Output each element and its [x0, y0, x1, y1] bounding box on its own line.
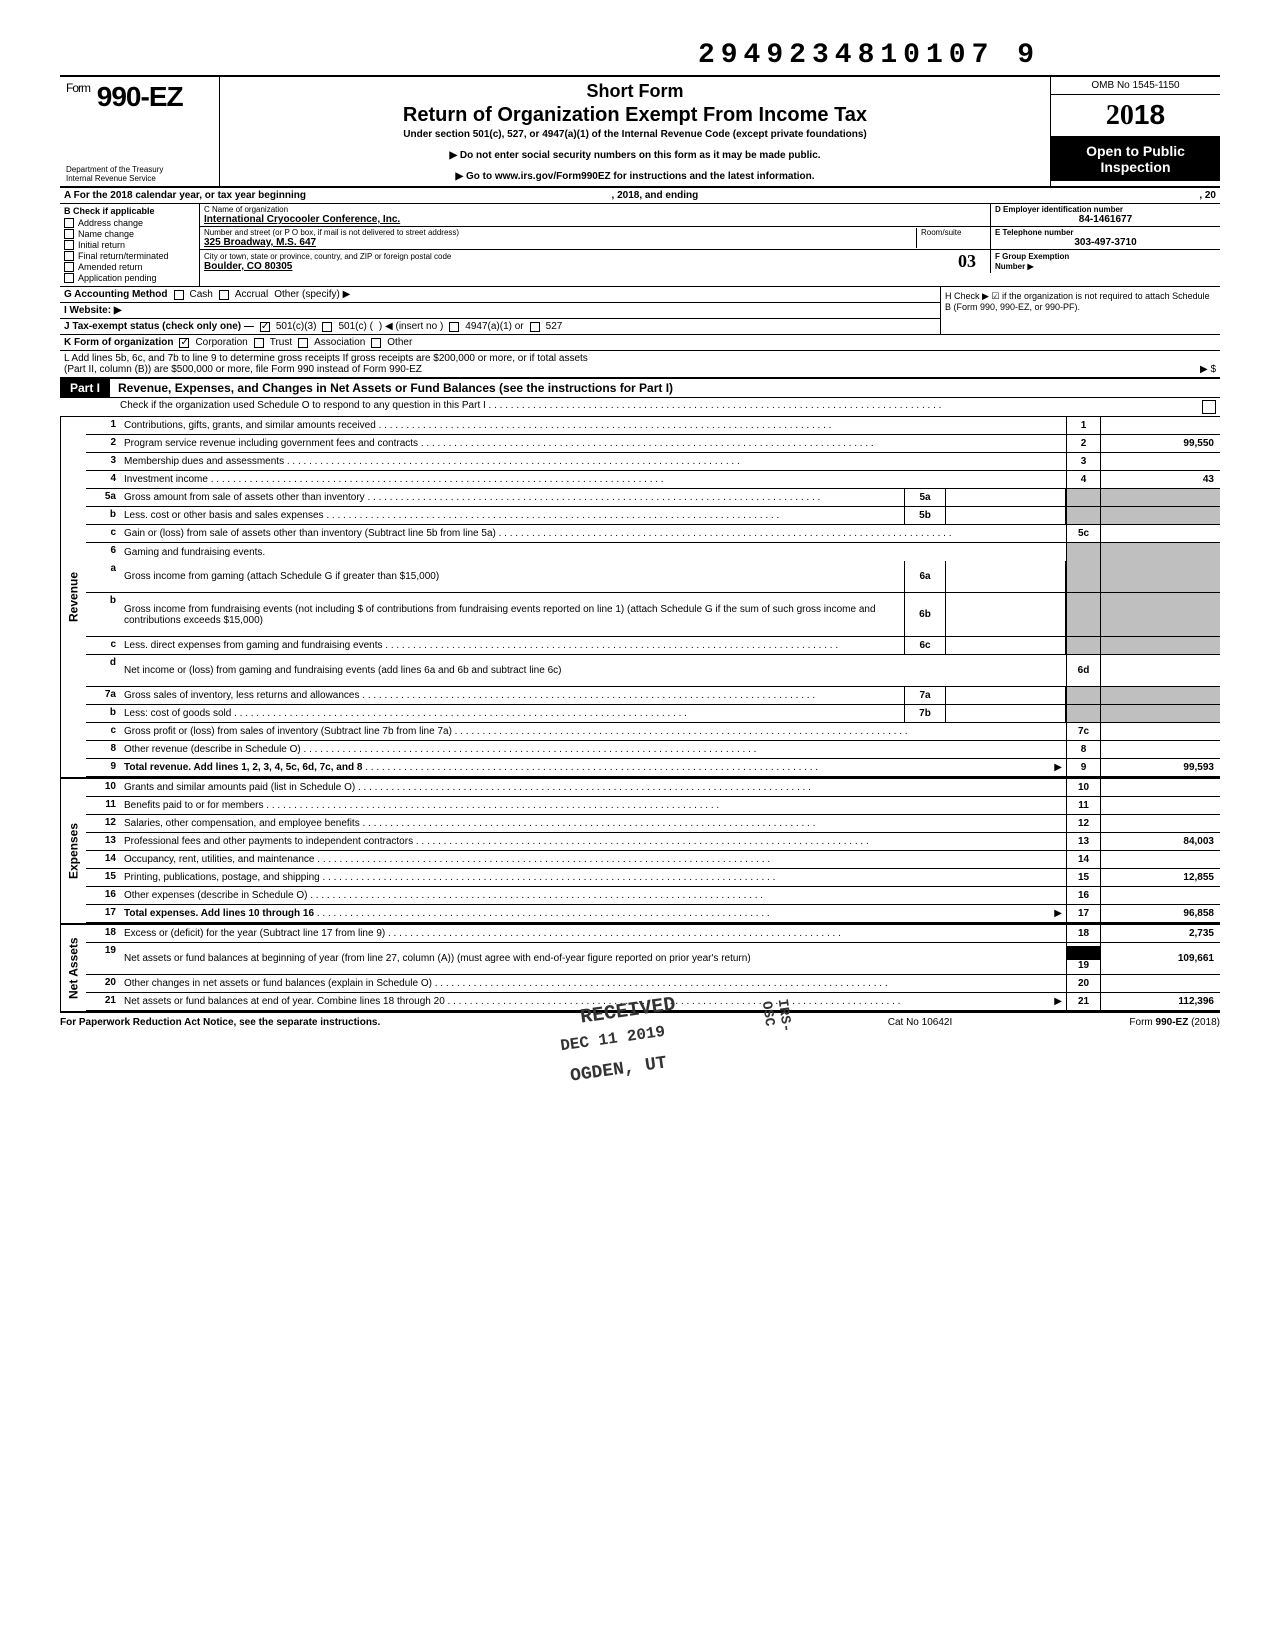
under-section: Under section 501(c), 527, or 4947(a)(1)…: [228, 129, 1042, 140]
col-c: C Name of organization International Cry…: [200, 204, 1220, 286]
phone: 303-497-3710: [995, 237, 1216, 248]
part1-header: Part I Revenue, Expenses, and Changes in…: [60, 379, 1220, 398]
form-left: Form 990-EZ Department of the Treasury I…: [60, 77, 220, 186]
ssn-warning: ▶ Do not enter social security numbers o…: [228, 150, 1042, 161]
dln-number: 2949234810107 9: [60, 40, 1220, 71]
revenue-section: Revenue 1Contributions, gifts, grants, a…: [60, 417, 1220, 779]
chk-name[interactable]: Name change: [64, 229, 195, 239]
row-a: A For the 2018 calendar year, or tax yea…: [60, 188, 1220, 204]
form-number: Form 990-EZ: [66, 81, 183, 112]
form-right: OMB No 1545-1150 2018 Open to Public Ins…: [1050, 77, 1220, 186]
chk-501c3[interactable]: [260, 322, 270, 332]
chk-527[interactable]: [530, 322, 540, 332]
chk-other-org[interactable]: [371, 338, 381, 348]
block-bc: B Check if applicable Address change Nam…: [60, 204, 1220, 287]
row-l: L Add lines 5b, 6c, and 7b to line 9 to …: [60, 351, 1220, 379]
chk-pending[interactable]: Application pending: [64, 273, 195, 283]
row-i: I Website: ▶: [60, 303, 940, 319]
line-18-val: 2,735: [1100, 925, 1220, 942]
return-title: Return of Organization Exempt From Incom…: [228, 104, 1042, 127]
street: 325 Broadway, M.S. 647: [204, 237, 916, 248]
open-to-public: Open to Public Inspection: [1051, 137, 1220, 181]
netassets-section: Net Assets 18Excess or (deficit) for the…: [60, 925, 1220, 1013]
department: Department of the Treasury Internal Reve…: [66, 166, 213, 184]
chk-accrual[interactable]: [219, 290, 229, 300]
schedule-o-check: Check if the organization used Schedule …: [60, 398, 1220, 417]
line-17-val: 96,858: [1100, 905, 1220, 922]
form-header: Form 990-EZ Department of the Treasury I…: [60, 75, 1220, 188]
row-j: J Tax-exempt status (check only one) — 5…: [60, 319, 940, 334]
line-2-val: 99,550: [1100, 435, 1220, 452]
omb-number: OMB No 1545-1150: [1051, 77, 1220, 95]
short-form: Short Form: [228, 81, 1042, 102]
handwritten-03: 03: [958, 251, 986, 272]
line-19-val: 109,661: [1100, 943, 1220, 974]
chk-cash[interactable]: [174, 290, 184, 300]
line-13-val: 84,003: [1100, 833, 1220, 850]
chk-corp[interactable]: [179, 338, 189, 348]
expenses-section: Expenses 10Grants and similar amounts pa…: [60, 779, 1220, 925]
org-name: International Cryocooler Conference, Inc…: [204, 214, 986, 225]
chk-assoc[interactable]: [298, 338, 308, 348]
line-9-val: 99,593: [1100, 759, 1220, 776]
line-21-val: 112,396: [1100, 993, 1220, 1010]
stamp-city: OGDEN, UT: [569, 1053, 668, 1086]
city: Boulder, CO 80305: [204, 261, 958, 272]
form-title-block: Short Form Return of Organization Exempt…: [220, 77, 1050, 186]
col-b: B Check if applicable Address change Nam…: [60, 204, 200, 286]
row-h: H Check ▶ ☑ if the organization is not r…: [940, 287, 1220, 334]
chk-address[interactable]: Address change: [64, 218, 195, 228]
chk-initial[interactable]: Initial return: [64, 240, 195, 250]
form-container: 2949234810107 9 Form 990-EZ Department o…: [60, 40, 1220, 1028]
ein: 84-1461677: [995, 214, 1216, 225]
chk-final[interactable]: Final return/terminated: [64, 251, 195, 261]
chk-4947[interactable]: [449, 322, 459, 332]
chk-trust[interactable]: [254, 338, 264, 348]
goto-link: ▶ Go to www.irs.gov/Form990EZ for instru…: [228, 171, 1042, 182]
chk-amended[interactable]: Amended return: [64, 262, 195, 272]
chk-501c[interactable]: [322, 322, 332, 332]
footer: For Paperwork Reduction Act Notice, see …: [60, 1013, 1220, 1028]
tax-year: 2018: [1051, 95, 1220, 137]
chk-sched-o[interactable]: [1202, 400, 1216, 414]
line-4-val: 43: [1100, 471, 1220, 488]
row-g: G Accounting Method Cash Accrual Other (…: [60, 287, 940, 303]
line-15-val: 12,855: [1100, 869, 1220, 886]
row-k: K Form of organization Corporation Trust…: [60, 335, 1220, 351]
